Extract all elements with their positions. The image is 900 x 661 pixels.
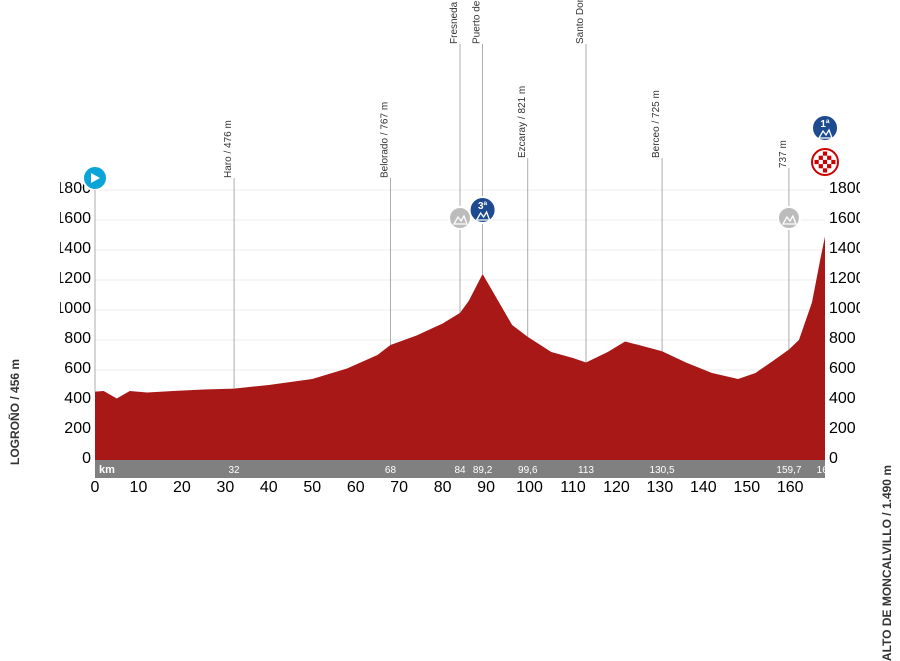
km-mark: 113 <box>578 465 594 476</box>
xtick: 120 <box>603 479 630 496</box>
xtick: 10 <box>130 479 148 496</box>
xtick: 50 <box>303 479 321 496</box>
xtick: 30 <box>216 479 234 496</box>
ytick-right: 800 <box>829 330 856 347</box>
waypoint-label: 737 m <box>778 140 789 168</box>
elevation-chart: 00 200 200 400 400 600 600 800 800 1000 1000 1200 12… <box>60 0 860 513</box>
xtick: 150 <box>733 479 760 496</box>
km-mark: 99,6 <box>518 465 538 476</box>
svg-text:1ª: 1ª <box>820 119 830 130</box>
km-mark: 168 <box>817 465 834 476</box>
xtick: 100 <box>516 479 543 496</box>
xtick: 0 <box>91 479 100 496</box>
ytick-left: 1600 <box>60 210 91 227</box>
ytick-left: 1200 <box>60 270 91 287</box>
km-mark: 159,7 <box>776 465 801 476</box>
xtick: 70 <box>390 479 408 496</box>
ytick-left: 1400 <box>60 240 91 257</box>
waypoint-label: Ezcaray / 821 m <box>517 86 528 158</box>
stage-profile: LOGROÑO / 456 m ALTO DE MONCALVILLO / 1.… <box>0 0 900 513</box>
cp-badge <box>778 207 800 229</box>
ytick-right: 1600 <box>829 210 860 227</box>
ytick-left: 600 <box>64 360 91 377</box>
ytick-left: 800 <box>64 330 91 347</box>
waypoint-label: Haro / 476 m <box>223 120 234 178</box>
ytick-left: 0 <box>82 450 91 467</box>
xtick: 90 <box>477 479 495 496</box>
xtick: 140 <box>690 479 717 496</box>
ytick-left: 1000 <box>60 300 91 317</box>
km-mark: 32 <box>228 465 240 476</box>
xtick: 20 <box>173 479 191 496</box>
cp-badge <box>449 207 471 229</box>
ytick-right: 1800 <box>829 180 860 197</box>
finish-name: ALTO DE MONCALVILLO <box>880 519 894 661</box>
start-elev: 456 m <box>8 359 22 393</box>
start-name: LOGROÑO <box>8 403 22 465</box>
svg-text:3ª: 3ª <box>478 201 488 212</box>
ytick-right: 1000 <box>829 300 860 317</box>
ytick-right: 1400 <box>829 240 860 257</box>
km-bar-label: km <box>99 464 115 476</box>
km-mark: 130,5 <box>650 465 675 476</box>
waypoint-label: Fresneda de la Sierra Tirón / 981 m <box>449 0 460 44</box>
ytick-right: 200 <box>829 420 856 437</box>
finish-elev: 1.490 m <box>880 465 894 509</box>
ytick-left: 200 <box>64 420 91 437</box>
waypoint-label: Santo Domingo de la Calzada / 650 m <box>575 0 586 44</box>
xtick: 160 <box>777 479 804 496</box>
km-mark: 84 <box>454 465 466 476</box>
xtick: 40 <box>260 479 278 496</box>
ytick-right: 1200 <box>829 270 860 287</box>
finish-label: ALTO DE MONCALVILLO / 1.490 m <box>880 465 894 661</box>
waypoint-label: Berceo / 725 m <box>651 90 662 158</box>
km-mark: 68 <box>385 465 397 476</box>
xtick: 60 <box>347 479 365 496</box>
xtick: 80 <box>434 479 452 496</box>
xtick: 110 <box>560 479 586 496</box>
km-mark: 89,2 <box>473 465 493 476</box>
waypoint-label: Puerto de Pradilla / 1.240 m <box>472 0 483 44</box>
ytick-left: 400 <box>64 390 91 407</box>
ytick-right: 400 <box>829 390 856 407</box>
start-label: LOGROÑO / 456 m <box>8 359 22 465</box>
xtick: 130 <box>647 479 674 496</box>
waypoint-label: Belorado / 767 m <box>379 102 390 178</box>
ytick-right: 600 <box>829 360 856 377</box>
